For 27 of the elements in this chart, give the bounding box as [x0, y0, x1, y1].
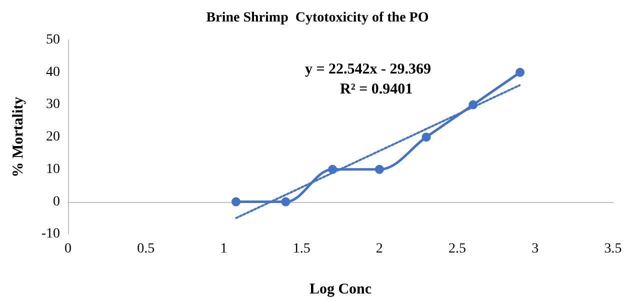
point [281, 197, 290, 206]
x-tick-label: 2.5 [448, 242, 466, 257]
y-axis-title: % Mortality [10, 96, 26, 178]
x-tick-label: 3.5 [604, 242, 622, 257]
point [328, 164, 338, 174]
annotation: R² = 0.9401 [340, 82, 413, 98]
y-tick-label: 20 [46, 130, 60, 145]
chart-title: Brine Shrimp Cytotoxicity of the PO [206, 10, 429, 26]
y-tick-label: -10 [41, 226, 60, 242]
point [374, 164, 384, 174]
x-tick-label: 3 [532, 242, 539, 257]
x-tick-label: 0.5 [137, 242, 155, 257]
point [422, 132, 431, 142]
y-tick-label: 0 [53, 194, 60, 210]
point [232, 197, 241, 206]
point [516, 68, 525, 77]
x-axis-title: Log Conc [309, 282, 372, 298]
x-tick-label: 1 [220, 242, 228, 257]
y-tick-label: 10 [46, 162, 60, 177]
x-tick-label: 2 [376, 242, 383, 257]
y-tick-label: 40 [46, 64, 60, 80]
y-tick-label: 50 [46, 32, 60, 48]
y-tick-label: 30 [46, 97, 60, 112]
x-tick-label: 0 [64, 242, 72, 257]
annotation: y = 22.542x - 29.369 [305, 62, 432, 78]
x-tick-label: 1.5 [292, 242, 310, 257]
point [468, 100, 478, 110]
